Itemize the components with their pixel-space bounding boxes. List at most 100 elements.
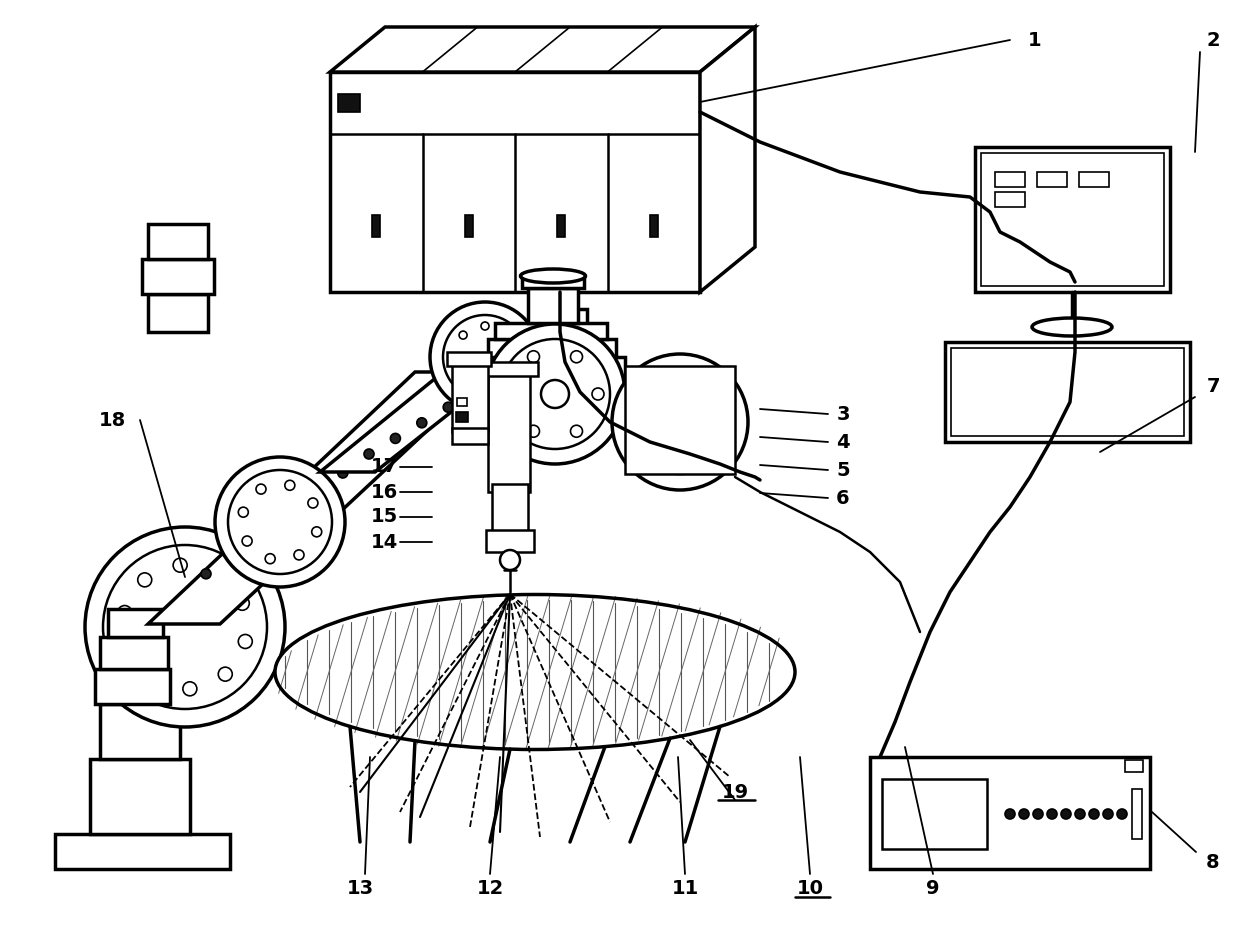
Circle shape (310, 488, 320, 499)
Circle shape (527, 350, 539, 363)
Polygon shape (330, 27, 755, 72)
Text: 11: 11 (671, 880, 698, 898)
Ellipse shape (1032, 318, 1112, 336)
Circle shape (228, 470, 332, 574)
Circle shape (283, 508, 293, 518)
Circle shape (481, 322, 489, 330)
Text: 6: 6 (836, 488, 849, 508)
Circle shape (308, 498, 317, 508)
Circle shape (255, 484, 267, 494)
Text: 5: 5 (836, 460, 849, 479)
Bar (453, 428, 489, 444)
Circle shape (1075, 809, 1085, 819)
Circle shape (687, 381, 697, 391)
Circle shape (211, 568, 224, 582)
Bar (480, 357, 625, 377)
Text: 14: 14 (371, 532, 398, 552)
Text: 7: 7 (1207, 377, 1220, 395)
Text: 17: 17 (371, 458, 398, 476)
Circle shape (337, 468, 347, 478)
Bar (528, 288, 578, 323)
Ellipse shape (275, 595, 795, 749)
Circle shape (215, 457, 345, 587)
Bar (489, 339, 616, 357)
Text: 9: 9 (926, 880, 940, 898)
Circle shape (500, 550, 520, 570)
Circle shape (1061, 809, 1071, 819)
Text: 8: 8 (1207, 853, 1220, 871)
Circle shape (459, 331, 467, 339)
Circle shape (1047, 809, 1056, 819)
Circle shape (393, 428, 403, 438)
Circle shape (242, 536, 252, 546)
Bar (994, 172, 1025, 187)
Bar (556, 309, 587, 327)
Circle shape (645, 439, 655, 449)
Bar (100, 637, 167, 669)
Circle shape (512, 353, 520, 361)
Bar (480, 362, 538, 376)
Text: 18: 18 (98, 410, 125, 430)
Text: 3: 3 (836, 404, 849, 423)
Circle shape (182, 682, 197, 696)
Bar (330, 72, 701, 292)
Bar (975, 147, 1171, 292)
Bar (339, 93, 360, 112)
Bar (981, 153, 1164, 286)
Text: 13: 13 (346, 880, 373, 898)
Bar (446, 352, 491, 366)
Text: 1: 1 (1028, 31, 1042, 49)
Bar (870, 757, 1149, 869)
Circle shape (570, 350, 583, 363)
Bar (1125, 760, 1143, 772)
Bar (143, 259, 215, 294)
Circle shape (481, 384, 489, 392)
Circle shape (613, 354, 748, 490)
Circle shape (265, 554, 275, 564)
Circle shape (713, 417, 723, 427)
Circle shape (496, 371, 506, 381)
Bar (456, 412, 467, 422)
Text: 16: 16 (371, 483, 398, 501)
Bar (1079, 172, 1109, 187)
Circle shape (311, 527, 321, 537)
Circle shape (506, 388, 518, 400)
Bar (108, 609, 162, 637)
Circle shape (541, 380, 569, 408)
Circle shape (1117, 809, 1127, 819)
Circle shape (255, 528, 265, 539)
Bar (551, 327, 590, 352)
Circle shape (238, 507, 248, 517)
Circle shape (687, 453, 697, 463)
Circle shape (417, 418, 427, 428)
Circle shape (1104, 809, 1114, 819)
Circle shape (294, 550, 304, 560)
Polygon shape (148, 372, 490, 624)
Ellipse shape (521, 269, 585, 283)
Circle shape (86, 527, 285, 727)
Circle shape (285, 480, 295, 490)
Bar (453, 360, 489, 432)
Text: 4: 4 (836, 432, 849, 451)
Bar (495, 323, 608, 339)
Circle shape (1089, 809, 1099, 819)
Circle shape (503, 331, 511, 339)
Text: 10: 10 (796, 880, 823, 898)
Circle shape (450, 353, 458, 361)
Bar (458, 398, 467, 406)
Bar (91, 759, 190, 834)
Circle shape (591, 388, 604, 400)
Text: 15: 15 (371, 508, 398, 527)
Circle shape (503, 375, 511, 383)
Bar (489, 374, 529, 492)
Bar (882, 779, 987, 849)
Text: 19: 19 (722, 783, 749, 802)
Circle shape (570, 425, 583, 437)
Circle shape (120, 644, 135, 658)
Bar (55, 834, 229, 869)
Circle shape (470, 387, 480, 397)
Circle shape (238, 635, 252, 649)
Bar (465, 215, 472, 237)
Circle shape (443, 403, 453, 412)
Circle shape (365, 449, 374, 459)
